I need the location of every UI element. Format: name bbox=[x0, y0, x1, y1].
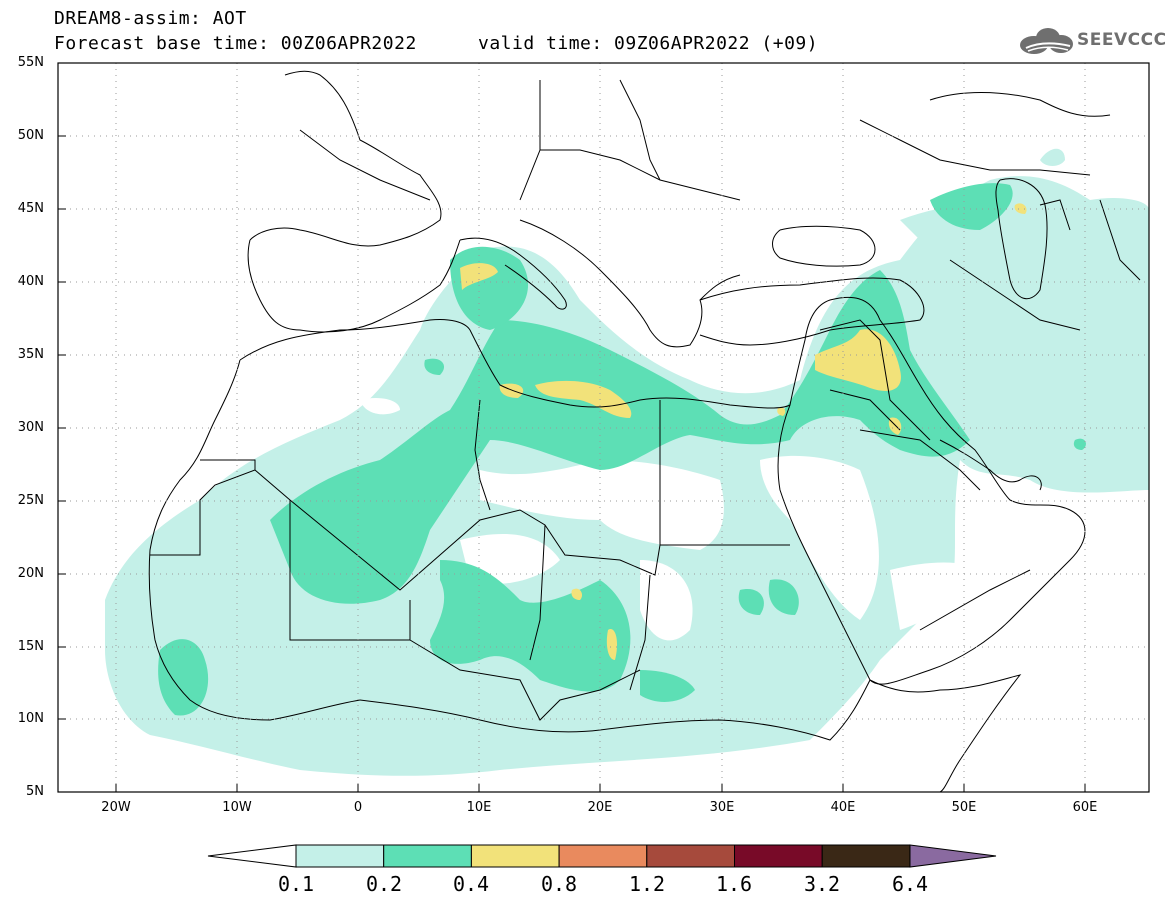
lat-label: 25N bbox=[17, 493, 44, 508]
colorbar-bin bbox=[821, 844, 911, 868]
lon-label: 0 bbox=[353, 800, 363, 815]
lat-label: 15N bbox=[17, 639, 44, 654]
colorbar-bin bbox=[734, 844, 823, 868]
lon-label: 60E bbox=[1072, 800, 1098, 815]
aot-field bbox=[105, 148, 1149, 776]
logo-text: SEEVCCC bbox=[1077, 30, 1165, 50]
colorbar-under-arrow bbox=[207, 844, 297, 868]
map-title: DREAM8-assim: AOT bbox=[54, 8, 247, 29]
colorbar-bin bbox=[295, 844, 385, 868]
lat-label: 50N bbox=[17, 128, 44, 143]
colorbar bbox=[207, 844, 997, 868]
lat-label: 40N bbox=[17, 274, 44, 289]
colorbar-over-arrow bbox=[909, 844, 997, 868]
lon-label: 40E bbox=[830, 800, 856, 815]
lon-label: 50E bbox=[951, 800, 977, 815]
cloud-icon bbox=[1020, 28, 1073, 54]
seevccc-logo bbox=[1020, 28, 1073, 54]
coastlines bbox=[148, 70, 1141, 792]
colorbar-bin bbox=[646, 844, 735, 868]
colorbar-label: 0.2 bbox=[365, 872, 403, 896]
lat-label: 55N bbox=[17, 55, 44, 70]
lon-label: 30E bbox=[709, 800, 735, 815]
axis-ticks bbox=[58, 62, 1086, 792]
lat-label: 45N bbox=[17, 201, 44, 216]
aot-clear-areas bbox=[360, 398, 990, 641]
colorbar-label: 0.4 bbox=[452, 872, 490, 896]
colorbar-label: 3.2 bbox=[803, 872, 841, 896]
lon-label: 10E bbox=[466, 800, 492, 815]
colorbar-label: 0.8 bbox=[540, 872, 578, 896]
lon-label: 10W bbox=[222, 800, 252, 815]
colorbar-label: 1.6 bbox=[715, 872, 753, 896]
lat-label: 5N bbox=[26, 784, 44, 799]
lon-label: 20E bbox=[587, 800, 613, 815]
lat-label: 20N bbox=[17, 566, 44, 581]
lat-label: 35N bbox=[17, 347, 44, 362]
colorbar-label: 1.2 bbox=[628, 872, 666, 896]
colorbar-bin bbox=[558, 844, 648, 868]
valid-time: valid time: 09Z06APR2022 (+09) bbox=[478, 33, 819, 54]
lon-label: 20W bbox=[101, 800, 131, 815]
colorbar-bin bbox=[470, 844, 560, 868]
colorbar-label: 0.1 bbox=[277, 872, 315, 896]
lat-label: 10N bbox=[17, 711, 44, 726]
lat-label: 30N bbox=[17, 420, 44, 435]
forecast-base-time: Forecast base time: 00Z06APR2022 bbox=[54, 33, 417, 54]
colorbar-bin bbox=[383, 844, 472, 868]
colorbar-label: 6.4 bbox=[891, 872, 929, 896]
